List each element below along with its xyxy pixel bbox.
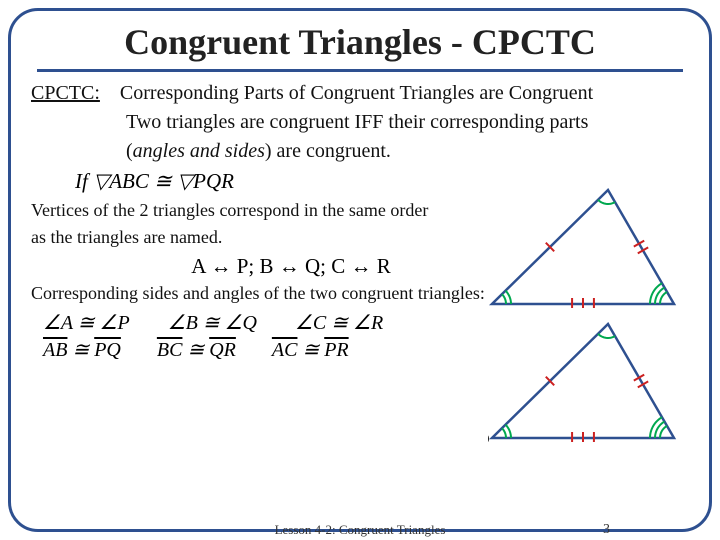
cpctc-label: CPCTC: (31, 82, 100, 104)
vertices-line1: Vertices of the 2 triangles correspond i… (31, 200, 501, 221)
side-ac: AC ≅ PR (272, 337, 349, 362)
cpctc-def: Corresponding Parts of Congruent Triangl… (120, 82, 593, 104)
corr-sides-heading: Corresponding sides and angles of the tw… (31, 283, 689, 304)
page-title: Congruent Triangles - CPCTC (31, 21, 689, 63)
vertices-block: Vertices of the 2 triangles correspond i… (31, 200, 501, 279)
correspondence-map: A ↔ P; B ↔ Q; C ↔ R (81, 254, 501, 279)
footer-lesson: Lesson 4-2: Congruent Triangles (275, 522, 446, 538)
if-statement: If ▽ABC ≅ ▽PQR (75, 169, 689, 194)
iff-line2: (angles and sides) are congruent. (31, 140, 689, 163)
angle-congruences: ∠A ≅ ∠P ∠B ≅ ∠Q ∠C ≅ ∠R (43, 310, 689, 335)
angle-c: ∠C ≅ ∠R (295, 310, 383, 335)
title-divider (37, 69, 683, 72)
angle-a: ∠A ≅ ∠P (43, 310, 130, 335)
slide-frame: Congruent Triangles - CPCTC CPCTC: Corre… (8, 8, 712, 532)
side-bc: BC ≅ QR (157, 337, 236, 362)
page-number: 3 (603, 522, 610, 538)
side-congruences: AB ≅ PQ BC ≅ QR AC ≅ PR (43, 337, 689, 362)
iff-line1: Two triangles are congruent IFF their co… (31, 111, 689, 134)
side-ab: AB ≅ PQ (43, 337, 121, 362)
definition-row: CPCTC: Corresponding Parts of Congruent … (31, 82, 689, 105)
vertices-line2: as the triangles are named. (31, 227, 501, 248)
angle-b: ∠B ≅ ∠Q (168, 310, 257, 335)
